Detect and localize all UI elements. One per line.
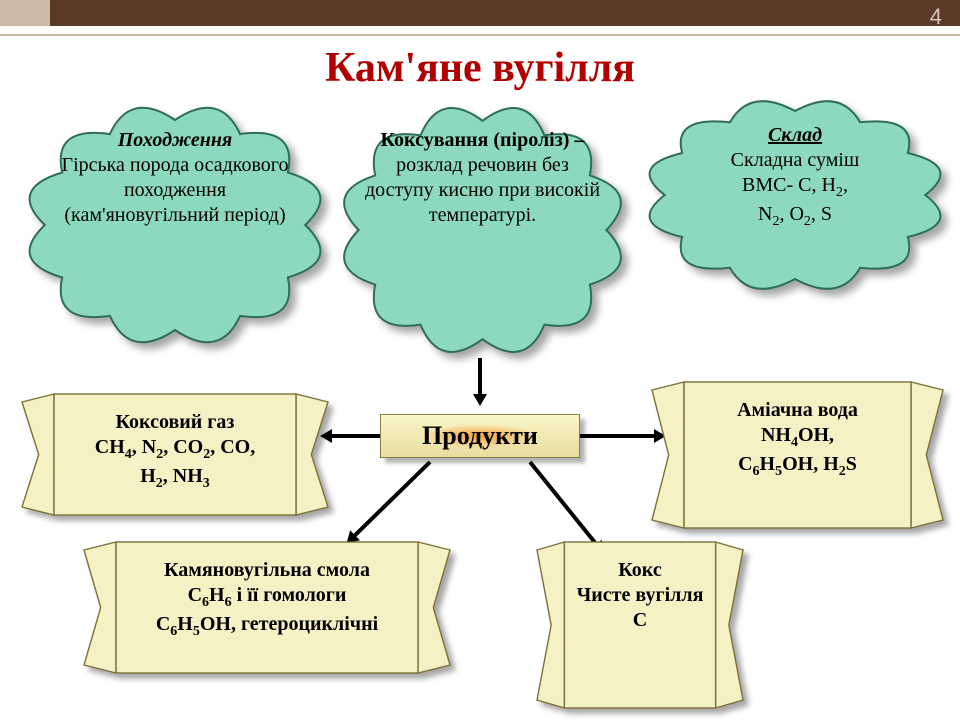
cloud-origin: ПоходженняГірська порода осадкового похо…	[20, 100, 330, 350]
slide-topbar	[0, 0, 960, 30]
page-number: 4	[930, 4, 942, 30]
slide-title: Кам'яне вугілля	[0, 44, 960, 92]
products-label: Продукти	[422, 421, 538, 450]
products-box: Продукти	[380, 414, 580, 458]
slide-divider	[0, 34, 960, 36]
scroll-ammonia-water: Аміачна водаNH4OH,C6H5OH, H2S	[650, 380, 945, 530]
scroll-coke: КоксЧисте вугілляC	[535, 540, 745, 710]
cloud-composition: СкладСкладна сумішBMC- C, H2,N2, O2, S	[640, 95, 950, 295]
scroll-coke-gas: Коксовий газCH4, N2, CO2, CO,H2, NH3	[20, 392, 330, 517]
scroll-coal-tar: Камяновугільна смолаC6H6 і її гомологиC6…	[82, 540, 452, 675]
arrow-0	[468, 346, 492, 420]
cloud-coking: Коксування (піроліз) –розклад речовин бе…	[335, 100, 630, 360]
